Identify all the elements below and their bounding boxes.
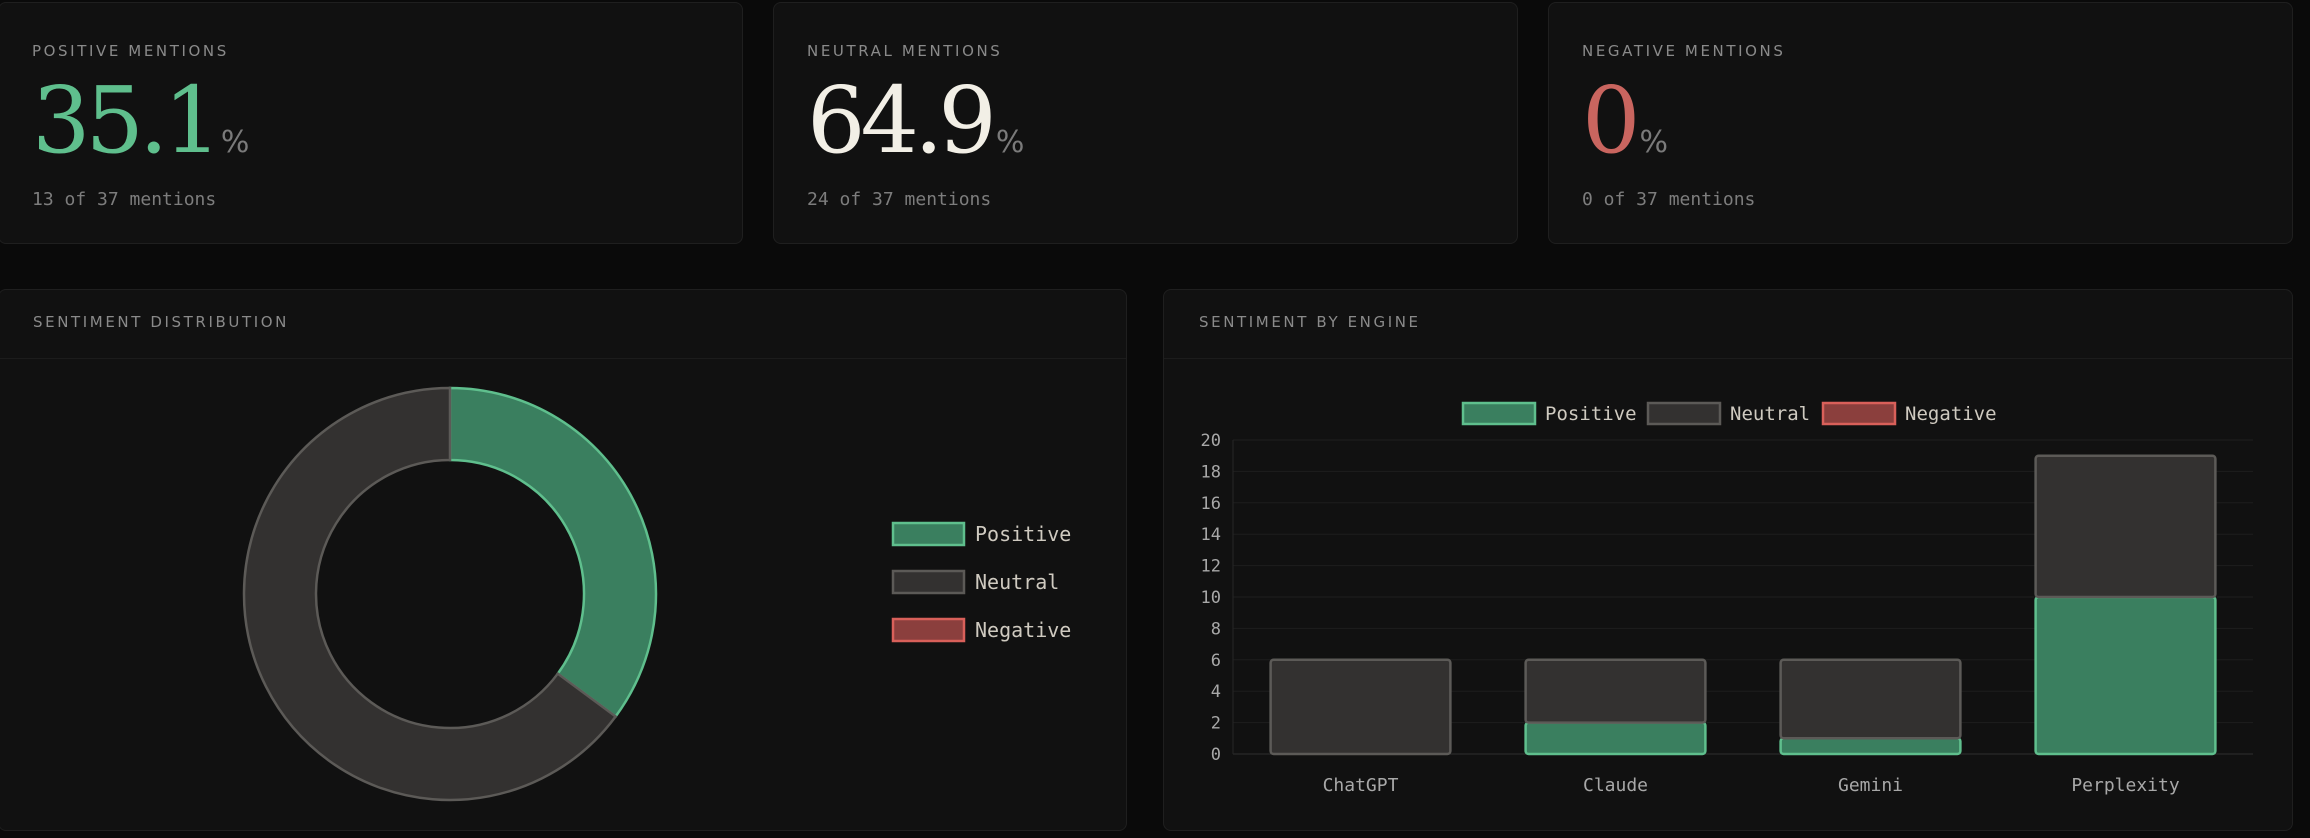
panel-divider — [1164, 358, 2292, 359]
bar-chatgpt-neutral[interactable] — [1269, 658, 1452, 756]
kpi-number: 35.1 — [32, 67, 222, 174]
kpi-subtext: 0 of 37 mentions — [1582, 189, 1756, 210]
bar-perplexity-positive[interactable] — [2034, 595, 2217, 756]
y-tick-label: 4 — [1211, 682, 1221, 702]
sentiment-by-engine-title: SENTIMENT BY ENGINE — [1199, 313, 1421, 331]
bar-gemini-neutral[interactable] — [1779, 658, 1962, 740]
kpi-number: 0 — [1582, 67, 1641, 174]
kpi-subtext: 13 of 37 mentions — [32, 189, 217, 210]
y-tick-label: 14 — [1201, 525, 1221, 545]
x-tick-label-perplexity: Perplexity — [2071, 775, 2180, 796]
legend-label-negative[interactable]: Negative — [975, 618, 1071, 642]
sentiment-donut-chart: Positive Neutral Negative — [242, 386, 1071, 802]
kpi-label: NEUTRAL MENTIONS — [807, 42, 1003, 60]
donut-slice-positive[interactable] — [448, 386, 658, 719]
y-tick-label: 16 — [1201, 494, 1221, 514]
kpi-number: 64.9 — [807, 67, 997, 174]
legend-label-negative[interactable]: Negative — [1905, 403, 1997, 425]
legend-label-positive[interactable]: Positive — [1545, 403, 1637, 425]
kpi-card-neutral: NEUTRAL MENTIONS 64.9% 24 of 37 mentions — [773, 2, 1518, 244]
bar-claude-neutral[interactable] — [1524, 658, 1707, 724]
y-tick-label: 10 — [1201, 588, 1221, 608]
bar-perplexity-neutral[interactable] — [2034, 454, 2217, 599]
sentiment-by-engine-chart: Positive Neutral Negative 0 2 4 6 8 10 12 14 16 18 2… — [1201, 401, 2253, 796]
legend-swatch-positive — [1461, 401, 1537, 426]
kpi-subtext: 24 of 37 mentions — [807, 189, 992, 210]
legend-swatch-negative — [891, 617, 966, 643]
y-tick-label: 0 — [1211, 745, 1221, 765]
y-tick-label: 6 — [1211, 651, 1221, 671]
legend-swatch-negative — [1821, 401, 1897, 426]
x-tick-label-claude: Claude — [1583, 775, 1648, 796]
bar-claude-positive[interactable] — [1524, 721, 1707, 756]
legend-swatch-neutral — [1646, 401, 1722, 426]
panel-divider — [0, 358, 1126, 359]
legend-label-neutral[interactable]: Neutral — [1730, 403, 1810, 425]
sentiment-distribution-title: SENTIMENT DISTRIBUTION — [33, 313, 289, 331]
kpi-value: 0% — [1582, 75, 1668, 167]
y-tick-label: 20 — [1201, 431, 1221, 451]
kpi-value: 35.1% — [32, 75, 249, 167]
kpi-unit: % — [995, 125, 1025, 160]
kpi-card-positive: POSITIVE MENTIONS 35.1% 13 of 37 mention… — [0, 2, 743, 244]
y-tick-label: 8 — [1211, 619, 1221, 639]
kpi-label: NEGATIVE MENTIONS — [1582, 42, 1786, 60]
kpi-unit: % — [1639, 125, 1669, 160]
kpi-unit: % — [220, 125, 250, 160]
kpi-card-negative: NEGATIVE MENTIONS 0% 0 of 37 mentions — [1548, 2, 2293, 244]
donut-slice-neutral[interactable] — [242, 386, 618, 802]
kpi-value: 64.9% — [807, 75, 1024, 167]
y-tick-label: 18 — [1201, 462, 1221, 482]
y-tick-label: 12 — [1201, 557, 1221, 577]
y-tick-label: 2 — [1211, 714, 1221, 734]
x-tick-label-gemini: Gemini — [1838, 775, 1903, 796]
legend-label-positive[interactable]: Positive — [975, 522, 1071, 546]
legend-swatch-neutral — [891, 569, 966, 595]
legend-swatch-positive — [891, 521, 966, 547]
kpi-label: POSITIVE MENTIONS — [32, 42, 229, 60]
x-tick-label-chatgpt: ChatGPT — [1323, 775, 1399, 796]
bar-gemini-positive[interactable] — [1779, 737, 1962, 756]
legend-label-neutral[interactable]: Neutral — [975, 570, 1059, 594]
